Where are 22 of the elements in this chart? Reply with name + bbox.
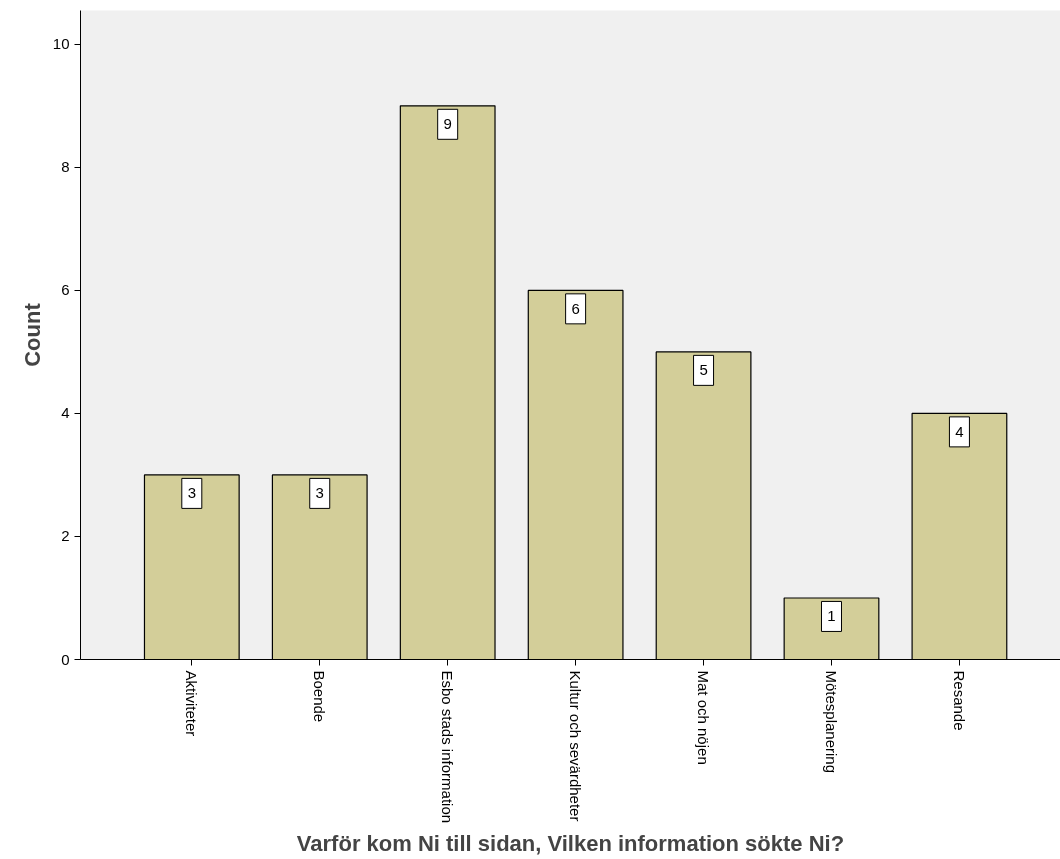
data-label: 3 xyxy=(315,484,324,502)
data-label: 4 xyxy=(955,422,964,440)
x-tick-label: Esbo stads information xyxy=(439,670,457,824)
data-label: 5 xyxy=(699,361,708,379)
data-label: 6 xyxy=(571,299,580,317)
y-tick-label: 4 xyxy=(61,404,70,422)
x-tick-label: Aktiviteter xyxy=(183,670,201,737)
x-axis-title: Varför kom Ni till sidan, Vilken information sökte Ni? xyxy=(296,831,845,857)
data-label: 1 xyxy=(827,607,836,625)
data-label: 3 xyxy=(187,484,196,502)
y-tick-label: 8 xyxy=(61,158,70,176)
data-label: 9 xyxy=(443,115,452,133)
y-axis-title: Count xyxy=(19,302,45,367)
x-tick-label: Mat och nöjen xyxy=(695,670,713,765)
y-tick-label: 0 xyxy=(61,650,70,668)
y-tick-label: 2 xyxy=(61,527,70,545)
x-tick-label: Resande xyxy=(950,670,968,731)
x-tick-label: Boende xyxy=(311,670,329,723)
y-tick-label: 6 xyxy=(61,281,70,299)
x-tick-label: Kultur och sevärdheter xyxy=(567,670,585,822)
x-tick-label: Mötesplanering xyxy=(822,670,840,774)
y-tick-label: 10 xyxy=(52,35,70,53)
